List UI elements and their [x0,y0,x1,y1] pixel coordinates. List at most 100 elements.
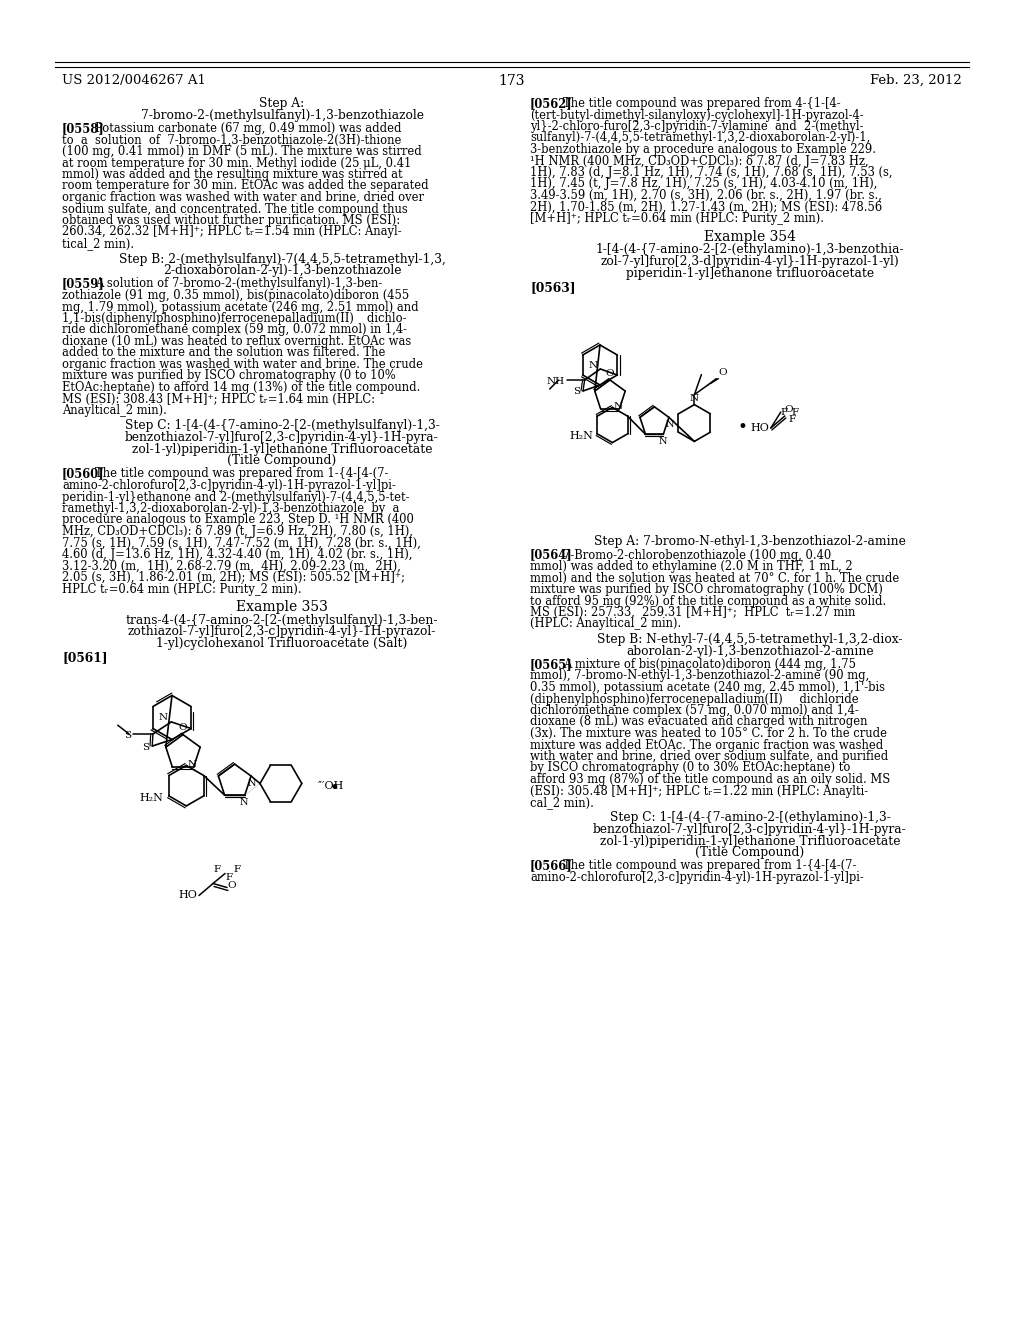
Text: 0.35 mmol), potassium acetate (240 mg, 2.45 mmol), 1,1'-bis: 0.35 mmol), potassium acetate (240 mg, 2… [530,681,885,694]
Text: O: O [178,722,187,731]
Text: [M+H]⁺; HPLC tᵣ=0.64 min (HPLC: Purity_2 min).: [M+H]⁺; HPLC tᵣ=0.64 min (HPLC: Purity_2… [530,213,824,224]
Text: US 2012/0046267 A1: US 2012/0046267 A1 [62,74,206,87]
Text: NH: NH [547,376,564,385]
Text: (Title Compound): (Title Compound) [695,846,805,859]
Text: Example 353: Example 353 [237,601,328,614]
Text: N: N [158,713,167,722]
Text: [0564]: [0564] [530,549,572,561]
Text: (tert-butyl-dimethyl-silanyloxy)-cyclohexyl]-1H-pyrazol-4-: (tert-butyl-dimethyl-silanyloxy)-cyclohe… [530,108,863,121]
Text: aborolan-2-yl)-1,3-benzothiazol-2-amine: aborolan-2-yl)-1,3-benzothiazol-2-amine [627,644,873,657]
Text: H₂N: H₂N [140,793,164,803]
Text: mg, 1.79 mmol), potassium acetate (246 mg, 2.51 mmol) and: mg, 1.79 mmol), potassium acetate (246 m… [62,301,419,314]
Text: zol-1-yl)piperidin-1-yl]ethanone Trifluoroacetate: zol-1-yl)piperidin-1-yl]ethanone Trifluo… [132,442,432,455]
Text: mmol) and the solution was heated at 70° C. for 1 h. The crude: mmol) and the solution was heated at 70°… [530,572,899,585]
Text: at room temperature for 30 min. Methyl iodide (25 μL, 0.41: at room temperature for 30 min. Methyl i… [62,157,412,169]
Text: 1,1-bis(diphenylphosphino)ferrocenepalladium(II)   dichlo-: 1,1-bis(diphenylphosphino)ferrocenepalla… [62,312,407,325]
Text: zol-1-yl)piperidin-1-yl]ethanone Trifluoroacetate: zol-1-yl)piperidin-1-yl]ethanone Trifluo… [600,834,900,847]
Text: MS (ESI): 308.43 [M+H]⁺; HPLC tᵣ=1.64 min (HPLC:: MS (ESI): 308.43 [M+H]⁺; HPLC tᵣ=1.64 mi… [62,392,375,405]
Text: 2-dioxaborolan-2-yl)-1,3-benzothiazole: 2-dioxaborolan-2-yl)-1,3-benzothiazole [163,264,401,277]
Text: benzothiazol-7-yl]furo[2,3-c]pyridin-4-yl}-1H-pyra-: benzothiazol-7-yl]furo[2,3-c]pyridin-4-y… [125,432,439,444]
Text: 3.49-3.59 (m, 1H), 2.70 (s, 3H), 2.06 (br. s., 2H), 1.97 (br. s.,: 3.49-3.59 (m, 1H), 2.70 (s, 3H), 2.06 (b… [530,189,882,202]
Text: mmol), 7-bromo-N-ethyl-1,3-benzothiazol-2-amine (90 mg,: mmol), 7-bromo-N-ethyl-1,3-benzothiazol-… [530,669,869,682]
Text: mixture was purified by ISCO chromatography (0 to 10%: mixture was purified by ISCO chromatogra… [62,370,395,383]
Text: 260.34, 262.32 [M+H]⁺; HPLC tᵣ=1.54 min (HPLC: Anayl-: 260.34, 262.32 [M+H]⁺; HPLC tᵣ=1.54 min … [62,226,401,239]
Text: Step B: N-ethyl-7-(4,4,5,5-tetramethyl-1,3,2-diox-: Step B: N-ethyl-7-(4,4,5,5-tetramethyl-1… [597,634,903,645]
Text: amino-2-chlorofuro[2,3-c]pyridin-4-yl)-1H-pyrazol-1-yl]pi-: amino-2-chlorofuro[2,3-c]pyridin-4-yl)-1… [530,871,864,884]
Text: ramethyl-1,3,2-dioxaborolan-2-yl)-1,3-benzothiazole  by  a: ramethyl-1,3,2-dioxaborolan-2-yl)-1,3-be… [62,502,399,515]
Text: room temperature for 30 min. EtOAc was added the separated: room temperature for 30 min. EtOAc was a… [62,180,429,193]
Text: (3x). The mixture was heated to 105° C. for 2 h. To the crude: (3x). The mixture was heated to 105° C. … [530,727,887,741]
Text: mmol) was added to ethylamine (2.0 M in THF, 1 mL, 2: mmol) was added to ethylamine (2.0 M in … [530,560,853,573]
Text: 1-yl)cyclohexanol Trifluoroacetate (Salt): 1-yl)cyclohexanol Trifluoroacetate (Salt… [157,638,408,649]
Text: F: F [780,408,787,417]
Text: mmol) was added and the resulting mixture was stirred at: mmol) was added and the resulting mixtur… [62,168,402,181]
Text: [0563]: [0563] [530,281,575,294]
Text: N: N [240,799,248,808]
Text: 7-bromo-2-(methylsulfanyl)-1,3-benzothiazole: 7-bromo-2-(methylsulfanyl)-1,3-benzothia… [140,108,424,121]
Text: A solution of 7-bromo-2-(methylsulfanyl)-1,3-ben-: A solution of 7-bromo-2-(methylsulfanyl)… [95,277,383,290]
Text: (Title Compound): (Title Compound) [227,454,337,467]
Text: S: S [572,388,580,396]
Text: mixture was added EtOAc. The organic fraction was washed: mixture was added EtOAc. The organic fra… [530,738,884,751]
Text: zol-7-yl]furo[2,3-d]pyridin-4-yl}-1H-pyrazol-1-yl): zol-7-yl]furo[2,3-d]pyridin-4-yl}-1H-pyr… [601,255,899,268]
Text: N: N [248,779,256,788]
Text: [0566]: [0566] [530,859,572,873]
Text: [0562]: [0562] [530,96,572,110]
Text: zothiazol-7-yl]furo[2,3-c]pyridin-4-yl}-1H-pyrazol-: zothiazol-7-yl]furo[2,3-c]pyridin-4-yl}-… [128,626,436,639]
Text: (100 mg, 0.41 mmol) in DMF (5 mL). The mixture was stirred: (100 mg, 0.41 mmol) in DMF (5 mL). The m… [62,145,422,158]
Text: dioxane (8 mL) was evacuated and charged with nitrogen: dioxane (8 mL) was evacuated and charged… [530,715,867,729]
Text: yl}-2-chloro-furo[2,3-c]pyridin-7-ylamine  and  2-(methyl-: yl}-2-chloro-furo[2,3-c]pyridin-7-ylamin… [530,120,863,133]
Text: 2H), 1.70-1.85 (m, 2H), 1.27-1.43 (m, 2H); MS (ESI): 478.56: 2H), 1.70-1.85 (m, 2H), 1.27-1.43 (m, 2H… [530,201,882,214]
Text: 7.75 (s, 1H), 7.59 (s, 1H), 7.47-7.52 (m, 1H), 7.28 (br. s., 1H),: 7.75 (s, 1H), 7.59 (s, 1H), 7.47-7.52 (m… [62,536,421,549]
Text: The title compound was prepared from 1-{4-[4-(7-: The title compound was prepared from 1-{… [95,467,389,480]
Text: trans-4-(4-{7-amino-2-[2-(methylsulfanyl)-1,3-ben-: trans-4-(4-{7-amino-2-[2-(methylsulfanyl… [126,614,438,627]
Text: F: F [233,866,240,874]
Text: •: • [330,780,340,797]
Text: F: F [788,416,796,425]
Text: [0558]: [0558] [62,121,104,135]
Text: dioxane (10 mL) was heated to reflux overnight. EtOAc was: dioxane (10 mL) was heated to reflux ove… [62,335,412,348]
Text: 4.60 (d, J=13.6 Hz, 1H), 4.32-4.40 (m, 1H), 4.02 (br. s., 1H),: 4.60 (d, J=13.6 Hz, 1H), 4.32-4.40 (m, 1… [62,548,413,561]
Text: O: O [719,367,727,376]
Text: [0559]: [0559] [62,277,104,290]
Text: N: N [187,760,197,770]
Text: HPLC tᵣ=0.64 min (HPLC: Purity_2 min).: HPLC tᵣ=0.64 min (HPLC: Purity_2 min). [62,582,302,595]
Text: added to the mixture and the solution was filtered. The: added to the mixture and the solution wa… [62,346,385,359]
Text: [0560]: [0560] [62,467,104,480]
Text: N: N [658,437,667,446]
Text: to  a  solution  of  7-bromo-1,3-benzothiazole-2(3H)-thione: to a solution of 7-bromo-1,3-benzothiazo… [62,133,401,147]
Text: H₂N: H₂N [569,430,593,441]
Text: to afford 95 mg (92%) of the title compound as a white solid.: to afford 95 mg (92%) of the title compo… [530,594,886,607]
Text: S: S [142,743,150,751]
Text: (diphenylphosphino)ferrocenepalladium(II)    dichloride: (diphenylphosphino)ferrocenepalladium(II… [530,693,859,705]
Text: 1H), 7.83 (d, J=8.1 Hz, 1H), 7.74 (s, 1H), 7.68 (s, 1H), 7.53 (s,: 1H), 7.83 (d, J=8.1 Hz, 1H), 7.74 (s, 1H… [530,166,893,180]
Text: zothiazole (91 mg, 0.35 mmol), bis(pinacolato)diboron (455: zothiazole (91 mg, 0.35 mmol), bis(pinac… [62,289,410,302]
Text: organic fraction was washed with water and brine, dried over: organic fraction was washed with water a… [62,191,424,205]
Text: N: N [613,401,623,411]
Text: O: O [227,880,236,890]
Text: peridin-1-yl}ethanone and 2-(methylsulfanyl)-7-(4,4,5,5-tet-: peridin-1-yl}ethanone and 2-(methylsulfa… [62,491,410,503]
Text: benzothiazol-7-yl]furo[2,3-c]pyridin-4-yl}-1H-pyra-: benzothiazol-7-yl]furo[2,3-c]pyridin-4-y… [593,822,907,836]
Text: with water and brine, dried over sodium sulfate, and purified: with water and brine, dried over sodium … [530,750,888,763]
Text: obtained was used without further purification. MS (ESI):: obtained was used without further purifi… [62,214,400,227]
Text: 7-Bromo-2-chlorobenzothiazole (100 mg, 0.40: 7-Bromo-2-chlorobenzothiazole (100 mg, 0… [563,549,831,561]
Text: N: N [666,420,674,429]
Text: sulfanyl)-7-(4,4,5,5-tetramethyl-1,3,2-dioxaborolan-2-yl)-1,: sulfanyl)-7-(4,4,5,5-tetramethyl-1,3,2-d… [530,132,870,144]
Text: ′′′OH: ′′′OH [317,780,344,791]
Text: sodium sulfate, and concentrated. The title compound thus: sodium sulfate, and concentrated. The ti… [62,202,408,215]
Text: Step C: 1-[4-(4-{7-amino-2-[2-(methylsulfanyl)-1,3-: Step C: 1-[4-(4-{7-amino-2-[2-(methylsul… [125,420,439,433]
Text: (HPLC: Anayltical_2 min).: (HPLC: Anayltical_2 min). [530,618,681,631]
Text: organic fraction was washed with water and brine. The crude: organic fraction was washed with water a… [62,358,423,371]
Text: Step B: 2-(methylsulfanyl)-7(4,4,5,5-tetramethyl-1,3,: Step B: 2-(methylsulfanyl)-7(4,4,5,5-tet… [119,252,445,265]
Text: 173: 173 [499,74,525,88]
Text: F: F [225,874,232,883]
Text: mixture was purified by ISCO chromatography (100% DCM): mixture was purified by ISCO chromatogra… [530,583,883,597]
Text: The title compound was prepared from 4-{1-[4-: The title compound was prepared from 4-{… [563,96,841,110]
Text: F: F [792,408,799,417]
Text: (ESI): 305.48 [M+H]⁺; HPLC tᵣ=1.22 min (HPLC: Anaylti-: (ESI): 305.48 [M+H]⁺; HPLC tᵣ=1.22 min (… [530,784,868,797]
Text: tical_2 min).: tical_2 min). [62,238,134,249]
Text: 2.05 (s, 3H), 1.86-2.01 (m, 2H); MS (ESI): 505.52 [M+H]⁺;: 2.05 (s, 3H), 1.86-2.01 (m, 2H); MS (ESI… [62,572,404,583]
Text: by ISCO chromatography (0 to 30% EtOAc:heptane) to: by ISCO chromatography (0 to 30% EtOAc:h… [530,762,850,775]
Text: dichloromethane complex (57 mg, 0.070 mmol) and 1,4-: dichloromethane complex (57 mg, 0.070 mm… [530,704,859,717]
Text: ride dichloromethane complex (59 mg, 0.072 mmol) in 1,4-: ride dichloromethane complex (59 mg, 0.0… [62,323,407,337]
